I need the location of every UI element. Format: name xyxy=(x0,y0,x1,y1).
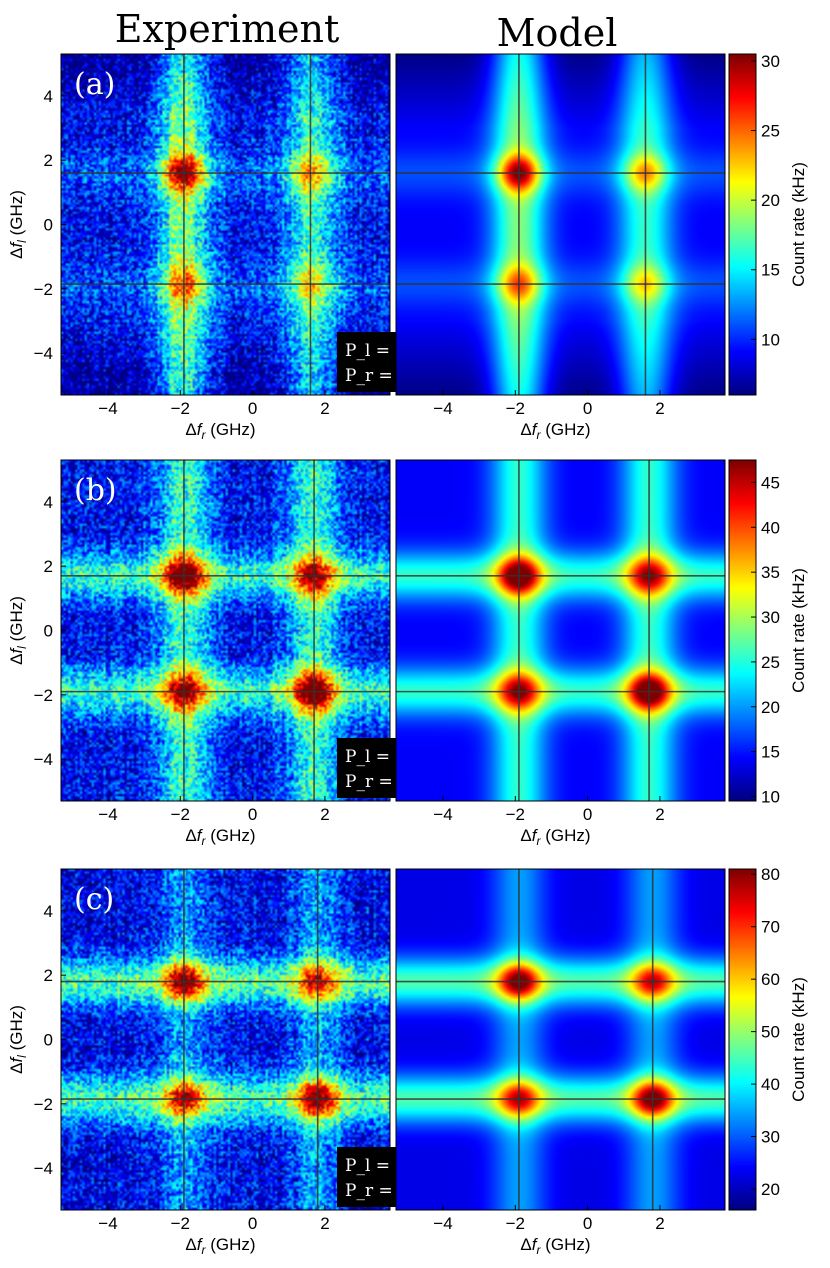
x-tick-label: −4 xyxy=(98,805,117,824)
x-tick-label: 0 xyxy=(248,399,257,418)
y-tick-label: 2 xyxy=(44,151,53,170)
colorbar-tick-label: 40 xyxy=(761,518,780,537)
model-heatmap xyxy=(396,460,725,801)
title-model: Model xyxy=(497,11,618,55)
colorbar-tick-label: 50 xyxy=(761,1023,780,1042)
x-tick-label: 0 xyxy=(248,1214,257,1233)
panel-label: (b) xyxy=(74,473,117,508)
y-tick-label: −2 xyxy=(34,1095,53,1114)
x-tick-label: −4 xyxy=(98,399,117,418)
plot-frame xyxy=(395,459,726,802)
colorbar-tick-label: 80 xyxy=(761,865,780,884)
colorbar-tick-label: 20 xyxy=(761,1180,780,1199)
colorbar-tick-label: 45 xyxy=(761,473,780,492)
y-tick-label: 2 xyxy=(44,557,53,576)
colorbar-frame xyxy=(728,868,757,1211)
panel-label: (a) xyxy=(74,67,115,102)
x-tick-label: 2 xyxy=(320,805,329,824)
x-tick-label: 2 xyxy=(655,1214,664,1233)
x-tick-label: 2 xyxy=(655,805,664,824)
colorbar-tick-label: 35 xyxy=(761,563,780,582)
x-axis-label: Δfr (GHz) xyxy=(520,420,590,442)
x-tick-label: −4 xyxy=(433,805,452,824)
colorbar-label: Count rate (kHz) xyxy=(789,568,808,693)
x-axis-label: Δfr (GHz) xyxy=(185,1235,255,1257)
plot-frame xyxy=(395,868,726,1211)
colorbar-tick-label: 25 xyxy=(761,653,780,672)
x-tick-label: −2 xyxy=(506,805,525,824)
colorbar-tick-label: 30 xyxy=(761,52,780,71)
y-tick-label: 0 xyxy=(44,1031,53,1050)
x-axis-label: Δfr (GHz) xyxy=(185,826,255,848)
y-tick-label: −4 xyxy=(34,750,53,769)
colorbar xyxy=(729,869,756,1210)
exp-heatmap xyxy=(61,54,390,395)
colorbar-tick-label: 20 xyxy=(761,698,780,717)
exp-heatmap xyxy=(61,460,390,801)
x-tick-label: 2 xyxy=(320,399,329,418)
y-tick-label: 4 xyxy=(44,87,53,106)
colorbar-label: Count rate (kHz) xyxy=(789,162,808,287)
colorbar-tick-label: 10 xyxy=(761,330,780,349)
colorbar-tick-label: 20 xyxy=(761,191,780,210)
x-tick-label: −4 xyxy=(433,1214,452,1233)
plot-frame xyxy=(395,53,726,396)
y-tick-label: 0 xyxy=(44,216,53,235)
colorbar xyxy=(729,54,756,395)
y-tick-label: −4 xyxy=(34,1159,53,1178)
x-tick-label: −2 xyxy=(171,805,190,824)
y-tick-label: −2 xyxy=(34,686,53,705)
colorbar-tick-label: 15 xyxy=(761,261,780,280)
colorbar-tick-label: 25 xyxy=(761,122,780,141)
y-tick-label: −4 xyxy=(34,344,53,363)
x-tick-label: 0 xyxy=(583,1214,592,1233)
y-axis-label: Δfl (GHz) xyxy=(7,596,29,665)
colorbar-frame xyxy=(728,459,757,802)
y-tick-label: 2 xyxy=(44,966,53,985)
colorbar-tick-label: 15 xyxy=(761,743,780,762)
exp-heatmap xyxy=(61,869,390,1210)
colorbar-tick-label: 40 xyxy=(761,1075,780,1094)
x-tick-label: −2 xyxy=(506,399,525,418)
y-tick-label: 4 xyxy=(44,902,53,921)
x-tick-label: 0 xyxy=(248,805,257,824)
model-heatmap xyxy=(396,869,725,1210)
x-tick-label: 2 xyxy=(320,1214,329,1233)
x-tick-label: 2 xyxy=(655,399,664,418)
y-tick-label: −2 xyxy=(34,280,53,299)
model-heatmap xyxy=(396,54,725,395)
x-axis-label: Δfr (GHz) xyxy=(520,826,590,848)
x-tick-label: −2 xyxy=(506,1214,525,1233)
colorbar-frame xyxy=(728,53,757,396)
colorbar-tick-label: 70 xyxy=(761,918,780,937)
x-tick-label: −2 xyxy=(171,399,190,418)
colorbar-tick-label: 10 xyxy=(761,788,780,807)
title-experiment: Experiment xyxy=(115,7,340,51)
x-tick-label: −4 xyxy=(98,1214,117,1233)
y-axis-label: Δfl (GHz) xyxy=(7,190,29,259)
x-tick-label: 0 xyxy=(583,399,592,418)
colorbar-label: Count rate (kHz) xyxy=(789,977,808,1102)
x-tick-label: −2 xyxy=(171,1214,190,1233)
colorbar xyxy=(729,460,756,801)
colorbar-tick-label: 30 xyxy=(761,1128,780,1147)
x-axis-label: Δfr (GHz) xyxy=(185,420,255,442)
y-axis-label: Δfl (GHz) xyxy=(7,1005,29,1074)
y-tick-label: 0 xyxy=(44,622,53,641)
y-tick-label: 4 xyxy=(44,493,53,512)
x-axis-label: Δfr (GHz) xyxy=(520,1235,590,1257)
panel-label: (c) xyxy=(74,882,114,917)
x-tick-label: −4 xyxy=(433,399,452,418)
colorbar-tick-label: 60 xyxy=(761,970,780,989)
x-tick-label: 0 xyxy=(583,805,592,824)
colorbar-tick-label: 30 xyxy=(761,608,780,627)
